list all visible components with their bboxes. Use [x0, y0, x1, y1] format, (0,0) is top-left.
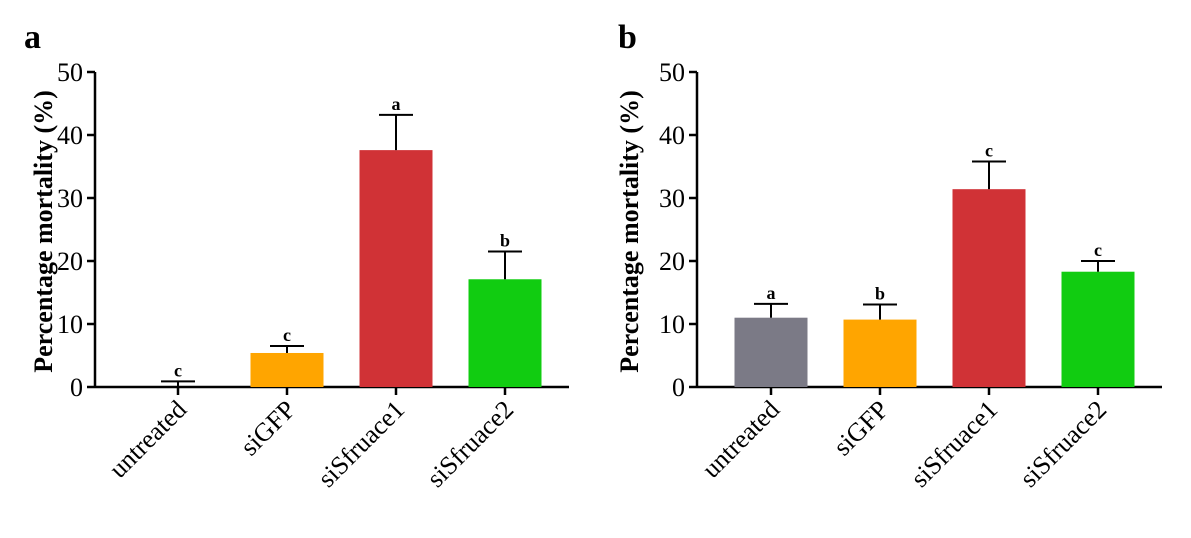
panel-a: a Percentage mortality (%) 0 10 20 30 40 50 c unt…: [24, 19, 569, 493]
bar-siGFP: [250, 352, 324, 387]
x-tick-label: siSfruace1: [905, 395, 1003, 493]
y-tick-label: 0: [672, 373, 685, 402]
x-tick-label: siSfruace2: [1014, 395, 1112, 493]
y-tick-label: 0: [70, 373, 83, 402]
bar-siSfruace1: [359, 150, 433, 387]
x-tick-label: untreated: [103, 395, 192, 484]
x-tick-label: siGFP: [828, 395, 895, 462]
significance-label: b: [875, 283, 885, 303]
y-tick-label: 40: [57, 121, 83, 150]
x-tick-label: siSfruace2: [421, 395, 519, 493]
y-tick-label: 50: [57, 58, 83, 87]
x-tick-label: siSfruace1: [312, 395, 410, 493]
y-tick-label: 50: [659, 58, 685, 87]
bar-siGFP: [843, 319, 917, 387]
significance-label: c: [283, 325, 291, 345]
panel-label: a: [24, 19, 41, 56]
y-tick-label: 30: [659, 184, 685, 213]
significance-label: c: [985, 140, 993, 160]
significance-label: a: [767, 283, 776, 303]
y-tick-label: 20: [659, 247, 685, 276]
significance-label: b: [500, 231, 510, 251]
y-tick-label: 40: [659, 121, 685, 150]
y-tick-label: 10: [57, 310, 83, 339]
significance-label: c: [1094, 240, 1102, 260]
significance-label: c: [174, 360, 182, 380]
x-tick-label: siGFP: [235, 395, 302, 462]
x-tick-label: untreated: [696, 395, 785, 484]
y-tick-label: 30: [57, 184, 83, 213]
panel-b: b Percentage mortality (%) 0 10 20 30 40 50 a unt…: [615, 19, 1162, 493]
bar-siSfruace2: [468, 279, 542, 387]
bar-siSfruace1: [952, 189, 1026, 387]
y-axis-label: Percentage mortality (%): [29, 90, 58, 373]
y-tick-label: 20: [57, 247, 83, 276]
bar-siSfruace2: [1061, 271, 1135, 387]
panel-label: b: [618, 19, 637, 56]
bar-untreated: [734, 317, 808, 387]
significance-label: a: [392, 94, 401, 114]
y-axis-label: Percentage mortality (%): [615, 90, 644, 373]
y-tick-label: 10: [659, 310, 685, 339]
